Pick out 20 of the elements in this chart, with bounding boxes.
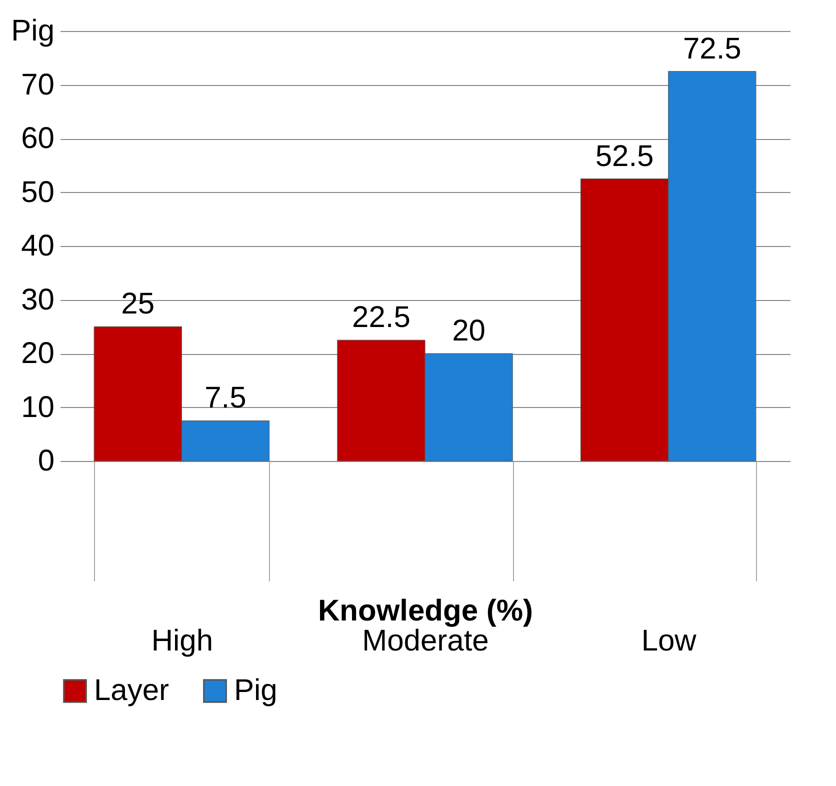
y-tick-label: 30 <box>21 283 54 316</box>
y-tick-label: Pig <box>11 14 54 48</box>
data-label: 72.5 <box>682 32 742 66</box>
x-tick-label: Low <box>641 624 697 658</box>
y-tick-label: 20 <box>21 337 54 370</box>
y-tick-label: 70 <box>21 68 54 102</box>
data-label: 52.5 <box>595 140 654 173</box>
data-label: 20 <box>452 314 486 348</box>
legend-label: Pig <box>234 674 278 707</box>
y-tick-label: 50 <box>21 176 54 209</box>
data-label: 25 <box>121 288 155 321</box>
data-label: 7.5 <box>204 382 246 415</box>
data-label: 22.5 <box>352 301 410 334</box>
y-tick-label: 40 <box>21 230 54 262</box>
y-tick-label: 0 <box>38 444 54 478</box>
y-tick-label: 10 <box>21 390 54 424</box>
x-tick-label: High <box>151 624 214 658</box>
legend-label: Layer <box>94 674 170 707</box>
x-axis-title: Knowledge (%) <box>318 594 533 628</box>
y-tick-label: 60 <box>21 122 54 155</box>
